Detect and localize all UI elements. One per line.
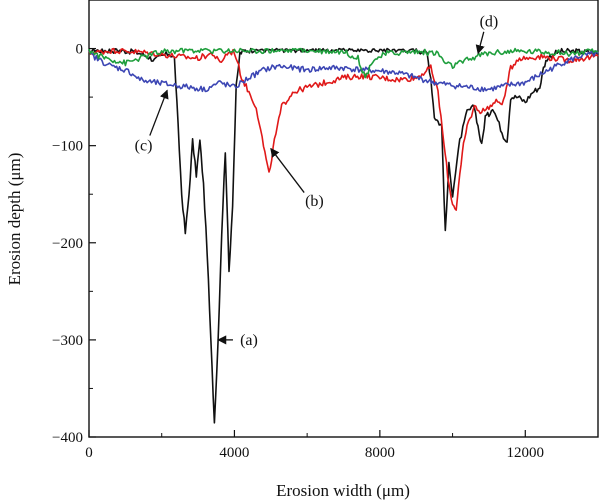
series-line-a [88, 47, 599, 424]
annotation-arrow-c [149, 89, 169, 136]
y-tick-label: 0 [76, 42, 84, 58]
y-tick-label: −300 [52, 333, 83, 349]
series-line-c [88, 50, 599, 93]
annotation-label-d: (d) [480, 13, 499, 30]
plot-frame [88, 0, 599, 438]
annotation-label-c: (c) [135, 138, 153, 155]
annotation-arrow-b [270, 147, 305, 193]
annotation-label-b: (b) [305, 193, 324, 210]
y-axis-title: Erosion depth (μm) [5, 153, 24, 286]
axes-layer: 0 4000 8000 12000 0 −100 −200 −300 −400 [52, 0, 544, 461]
series-line-b [88, 47, 599, 211]
y-tick-label: −200 [52, 236, 83, 252]
x-axis-title: Erosion width (μm) [276, 481, 410, 500]
annotation-arrow-d [475, 31, 485, 55]
x-tick-label: 0 [85, 445, 93, 461]
y-tick-label: −400 [52, 430, 83, 446]
x-tick-label: 12000 [507, 445, 545, 461]
annotation-layer: (a) (b) (c) (d) [135, 13, 499, 349]
y-tick-label: −100 [52, 139, 83, 155]
x-tick-label: 4000 [219, 445, 249, 461]
annotation-label-a: (a) [240, 332, 258, 349]
x-tick-label: 8000 [365, 445, 395, 461]
series-line-d [88, 47, 599, 79]
series-layer [88, 47, 599, 424]
